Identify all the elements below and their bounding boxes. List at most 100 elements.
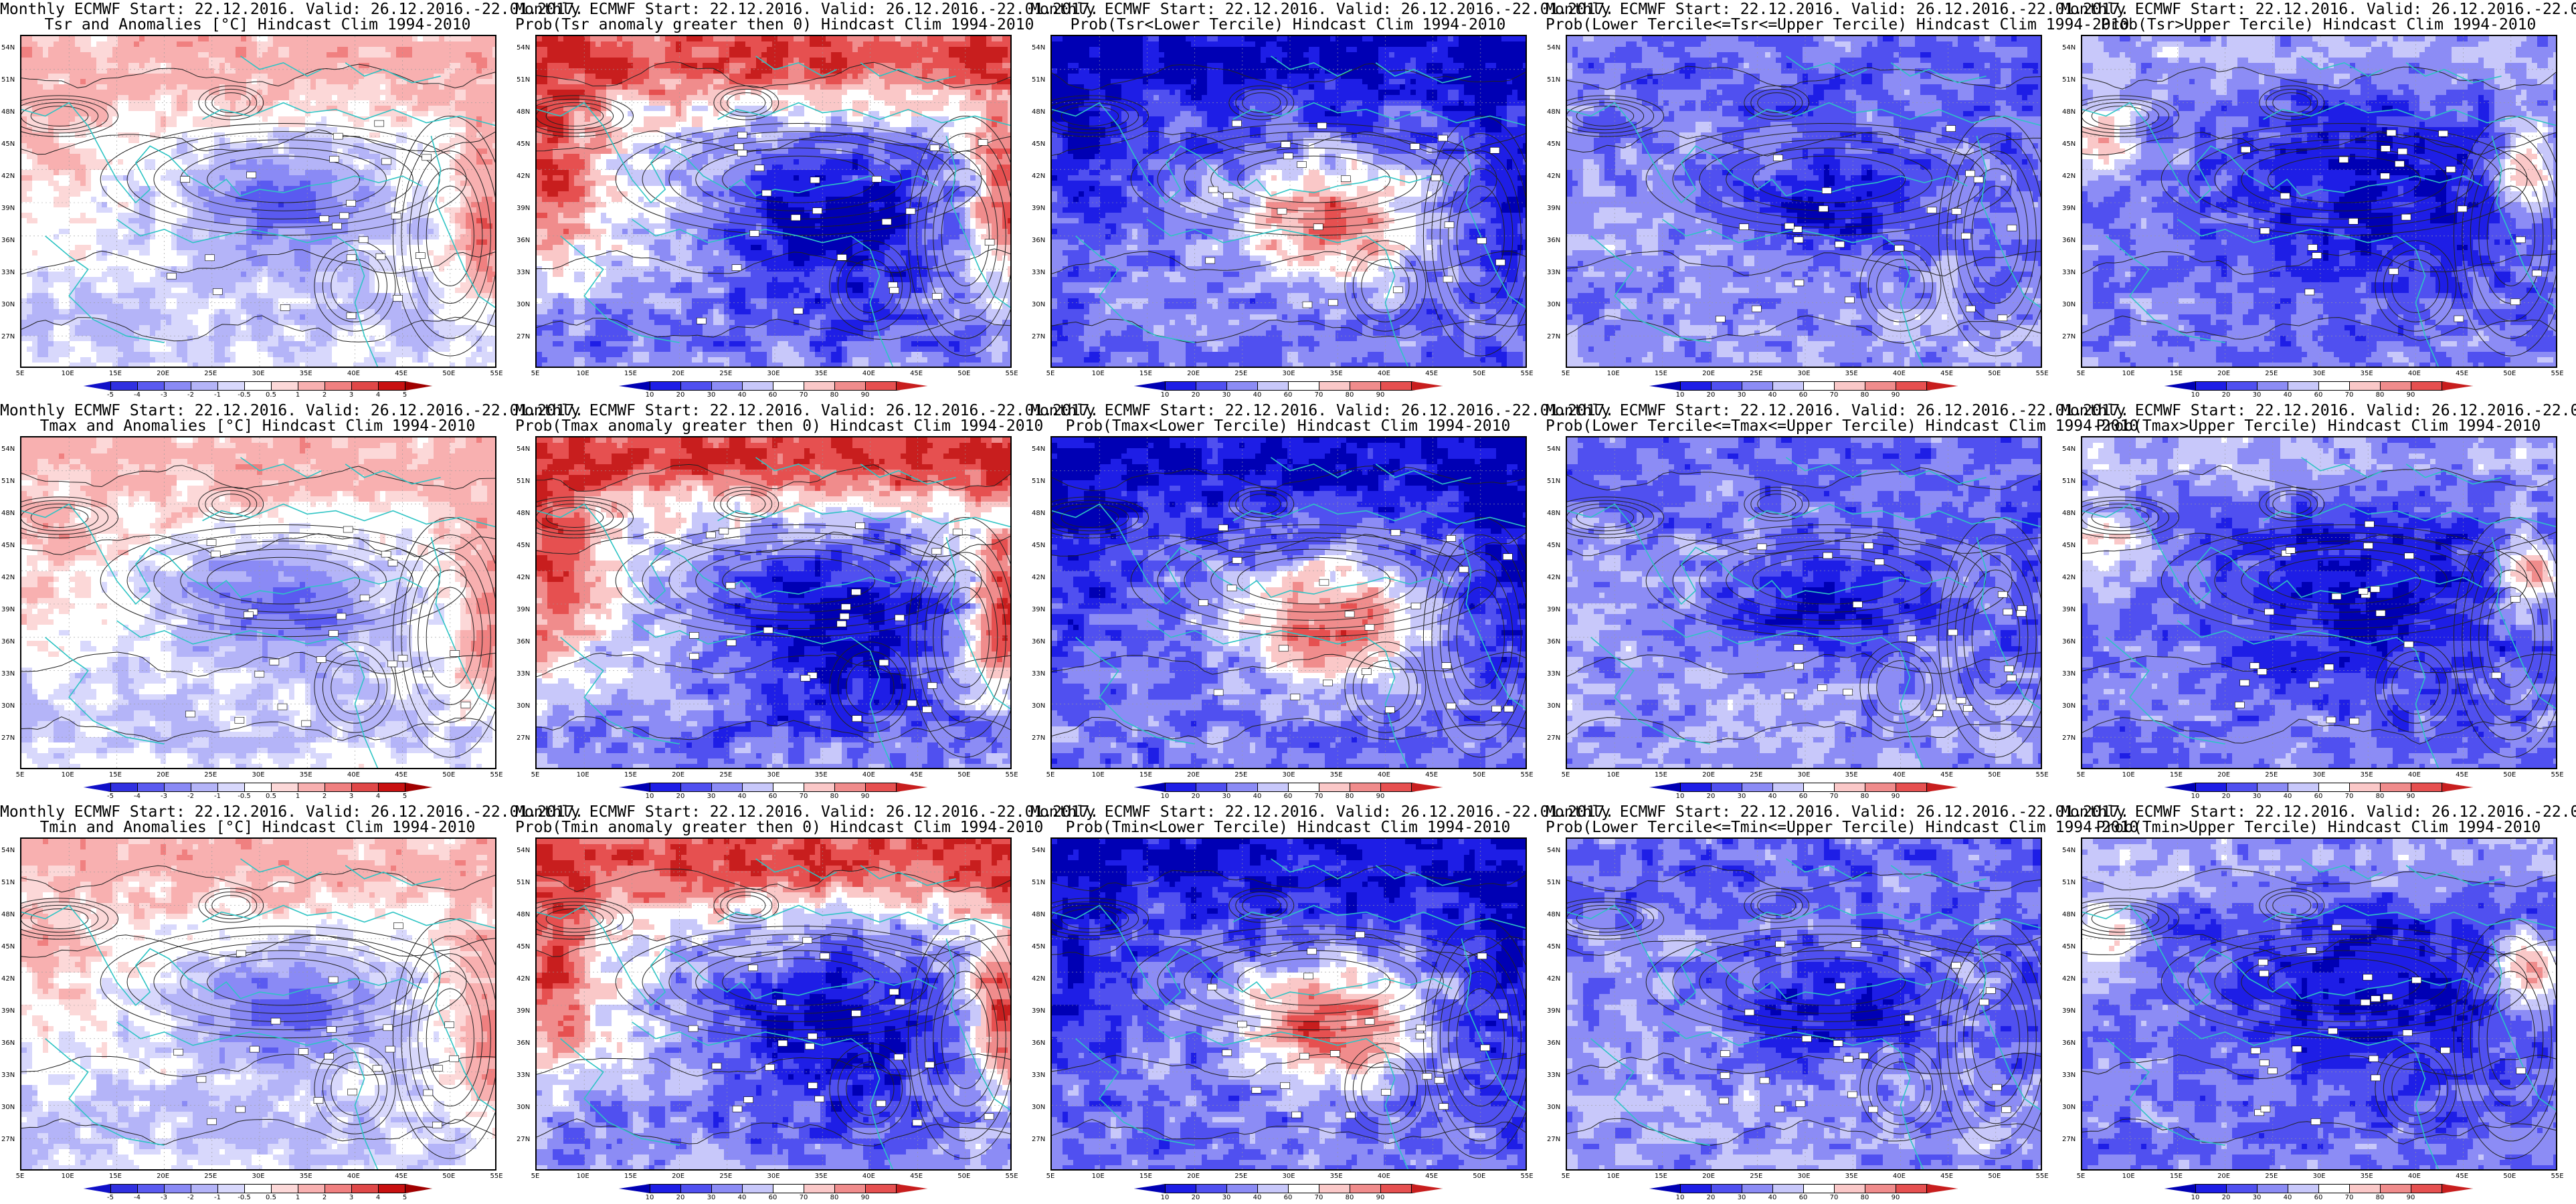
panel-title-line-2: Prob(Tsr<Lower Tercile) Hindcast Clim 19… [1030,17,1546,33]
legend-swatch [1257,381,1289,391]
longitude-tick-label: 50E [2503,1173,2516,1180]
legend-label: 90 [861,391,870,399]
legend-swatch [1711,381,1742,391]
latitude-tick-label: 42N [1032,975,1045,983]
legend-swatch [1350,783,1381,792]
longitude-tick-label: 35E [815,771,828,779]
latitude-tick-label: 39N [1547,1007,1560,1015]
color-legend-bar: 10 20 30 40 60 70 80 90 [2165,1184,2472,1193]
longitude-tick-label: 55E [1005,1173,1018,1180]
legend-swatch [2195,381,2227,391]
latitude-tick-label: 36N [1032,1039,1045,1047]
longitude-tick-label: 50E [1988,1173,2001,1180]
legend-swatch [2318,1184,2350,1193]
latitude-tick-label: 45N [1032,943,1045,950]
legend-label: 90 [2407,1194,2415,1201]
latitude-tick-label: 39N [1032,1007,1045,1015]
latitude-tick-label: 54N [1032,847,1045,854]
latitude-tick-label: 39N [1547,205,1560,212]
longitude-tick-label: 25E [2265,370,2278,377]
map-frame [2081,35,2557,368]
legend-label: 90 [2407,391,2415,399]
legend-swatch [405,381,432,391]
color-legend-bar: 10 20 30 40 60 70 80 90 [1134,783,1442,792]
latitude-tick-label: 51N [1547,76,1560,84]
latitude-tick-label: 42N [1032,173,1045,180]
latitude-tick-label: 42N [2062,173,2076,180]
longitude-tick-label: 15E [1655,370,1667,377]
legend-swatch [110,783,138,792]
legend-label: 80 [2376,793,2385,800]
latitude-tick-label: 54N [1032,44,1045,52]
legend-label: -0.5 [238,391,251,399]
legend-label: 80 [1861,793,1869,800]
legend-swatch [1411,381,1443,391]
latitude-tick-label: 48N [2062,108,2076,116]
legend-label: 1 [296,391,300,399]
legend-label: -3 [161,391,167,399]
legend-swatch [2411,381,2442,391]
map-field [21,437,496,769]
legend-swatch [2380,1184,2411,1193]
legend-swatch [1196,1184,1227,1193]
legend-swatch [650,783,681,792]
latitude-tick-label: 48N [1032,510,1045,517]
latitude-tick-label: 30N [2062,301,2076,308]
longitude-tick-label: 20E [1702,370,1715,377]
legend-label: -3 [161,1194,167,1201]
longitude-tick-label: 45E [395,1173,407,1180]
legend-swatch [2257,381,2288,391]
legend-label: 80 [1861,1194,1869,1201]
legend-label: 20 [1707,1194,1716,1201]
latitude-tick-label: 27N [1,1136,15,1143]
longitude-tick-label: 30E [1282,370,1295,377]
legend-swatch [2442,381,2473,391]
longitude-tick-label: 15E [1139,771,1152,779]
longitude-tick-label: 35E [815,1173,828,1180]
longitude-tick-label: 25E [719,370,732,377]
panel-title-line-2: Prob(Tmin<Lower Tercile) Hindcast Clim 1… [1030,819,1546,835]
longitude-tick-label: 20E [157,370,169,377]
legend-swatch [2288,1184,2319,1193]
longitude-tick-label: 20E [672,1173,684,1180]
latitude-tick-label: 30N [1,301,15,308]
legend-label: 60 [2314,391,2323,399]
panel-title-line-2: Prob(Tmin anomaly greater then 0) Hindca… [515,819,1030,835]
legend-swatch [137,381,165,391]
legend-swatch [1803,783,1835,792]
legend-swatch [1649,783,1681,792]
legend-swatch [298,783,325,792]
longitude-tick-label: 30E [1282,771,1295,779]
longitude-tick-label: 25E [719,1173,732,1180]
latitude-tick-label: 42N [517,173,530,180]
longitude-tick-label: 45E [910,1173,923,1180]
legend-label: 30 [707,1194,716,1201]
latitude-tick-label: 36N [1,638,15,645]
legend-swatch [742,783,773,792]
map-panel-tmin-1: Monthly ECMWF Start: 22.12.2016. Valid: … [0,803,515,1204]
latitude-tick-label: 30N [517,1104,530,1111]
legend-label: 90 [861,1194,870,1201]
legend-label: 10 [2191,1194,2200,1201]
latitude-tick-label: 54N [517,44,530,52]
latitude-tick-label: 42N [2062,574,2076,581]
legend-swatch [1165,1184,1196,1193]
longitude-tick-label: 5E [1562,1173,1570,1180]
legend-label: 10 [1161,391,1170,399]
latitude-tick-label: 51N [1547,879,1560,886]
longitude-tick-label: 25E [1750,1173,1762,1180]
legend-swatch [84,381,111,391]
legend-swatch [2257,783,2288,792]
longitude-tick-label: 35E [1845,771,1858,779]
longitude-tick-label: 15E [109,370,122,377]
legend-label: 40 [1253,391,1262,399]
legend-label: 20 [676,391,685,399]
longitude-tick-label: 45E [1425,370,1438,377]
legend-swatch [2165,1184,2196,1193]
legend-swatch [1288,381,1319,391]
latitude-tick-label: 27N [2062,734,2076,742]
latitude-tick-label: 33N [1032,269,1045,276]
latitude-tick-label: 48N [1032,108,1045,116]
legend-swatch [1319,1184,1350,1193]
map-panel-tsr-1: Monthly ECMWF Start: 22.12.2016. Valid: … [0,0,515,401]
